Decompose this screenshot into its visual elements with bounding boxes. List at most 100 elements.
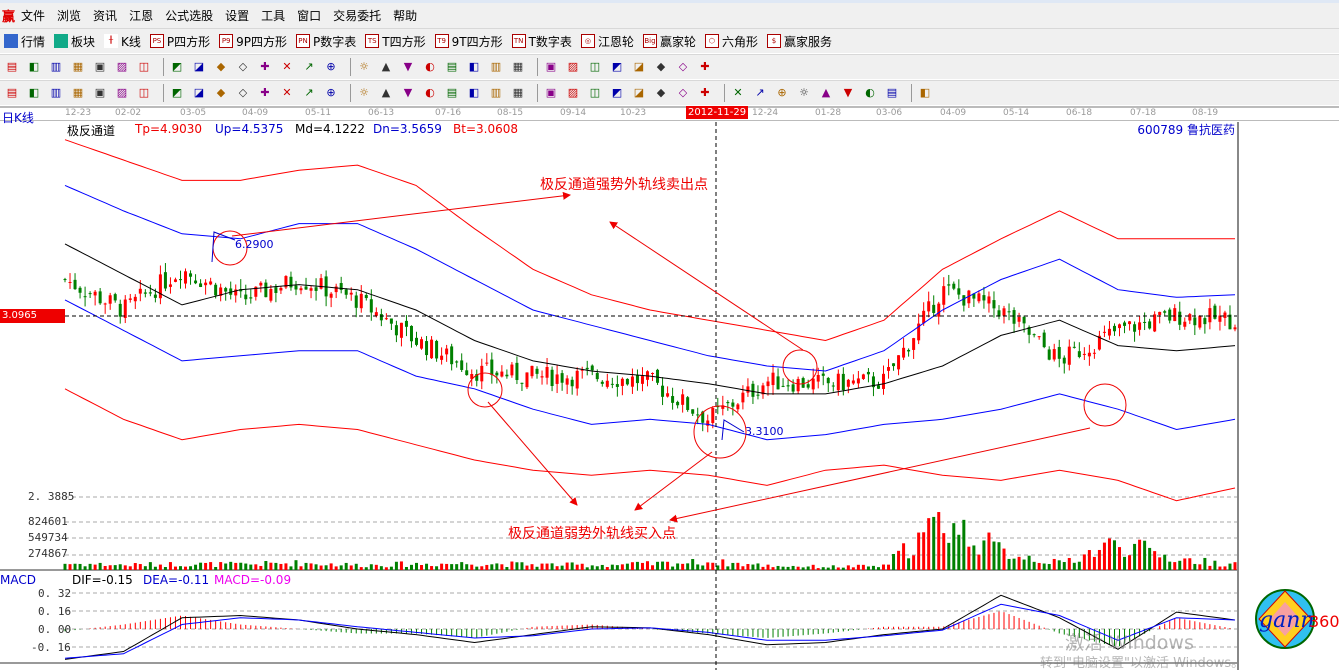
- zigzag-icon[interactable]: ▦: [512, 60, 524, 73]
- next-icon[interactable]: ✚: [260, 60, 270, 73]
- slash-icon[interactable]: ◪: [633, 86, 645, 99]
- grid-2-icon[interactable]: ▦: [72, 86, 84, 99]
- first-icon[interactable]: ◇: [238, 60, 248, 73]
- diamond-5-icon[interactable]: ◐: [425, 60, 435, 73]
- fib-2-icon[interactable]: ☼: [799, 86, 809, 99]
- menu-item[interactable]: 帮助: [393, 9, 418, 23]
- fib-4-icon[interactable]: ▼: [843, 86, 853, 99]
- grid-9-icon[interactable]: ◫: [589, 86, 601, 99]
- volume-bar: [590, 565, 594, 570]
- grid-4-icon[interactable]: ▨: [116, 86, 128, 99]
- grid-8-icon[interactable]: ▤: [446, 86, 458, 99]
- globe-icon[interactable]: ▨: [567, 60, 579, 73]
- toolbar-button-big-wheel[interactable]: Big 赢家轮: [642, 33, 696, 50]
- toolbar-button-p9[interactable]: P9 9P四方形: [219, 33, 287, 50]
- arc-icon[interactable]: ✕: [282, 86, 292, 99]
- menu-item[interactable]: 浏览: [57, 9, 82, 23]
- menu-item[interactable]: 公式选股: [165, 9, 214, 23]
- toolbar-button-ts[interactable]: TS T四方形: [365, 33, 426, 50]
- no-icon[interactable]: ◪: [193, 60, 205, 73]
- chart-type-icon[interactable]: ▤: [6, 60, 18, 73]
- fan-icon[interactable]: ◆: [216, 86, 226, 99]
- grid-5-icon[interactable]: ◫: [138, 86, 150, 99]
- box-icon[interactable]: ▼: [403, 86, 413, 99]
- fib-3-icon[interactable]: ▲: [821, 86, 831, 99]
- diamond-6-icon[interactable]: ▤: [446, 60, 458, 73]
- triangle-icon[interactable]: ↗: [755, 86, 765, 99]
- fib-6-icon[interactable]: ▤: [886, 86, 898, 99]
- flag-icon[interactable]: ◆: [216, 60, 226, 73]
- doc-icon[interactable]: ▦: [72, 60, 84, 73]
- calendar-icon[interactable]: ◫: [589, 60, 601, 73]
- scale-icon[interactable]: ◇: [238, 86, 248, 99]
- gift-icon[interactable]: ▣: [545, 60, 557, 73]
- diamond-1-icon[interactable]: ⊕: [326, 60, 336, 73]
- grid-7-icon[interactable]: ◐: [425, 86, 435, 99]
- candle-icon[interactable]: ▨: [116, 60, 128, 73]
- line-icon[interactable]: ◫: [138, 60, 150, 73]
- cross-diag-icon[interactable]: ☼: [359, 86, 369, 99]
- gann-box-icon[interactable]: ▦: [512, 86, 524, 99]
- toolbar-button-hexagon[interactable]: ⬡ 六角形: [704, 33, 758, 50]
- menu-arrow-icon[interactable]: ◧: [28, 60, 40, 73]
- star-icon[interactable]: ⊕: [326, 86, 336, 99]
- diamond-2-icon[interactable]: ☼: [359, 60, 369, 73]
- menu-item[interactable]: 窗口: [297, 9, 322, 23]
- grid-3-icon[interactable]: ▣: [94, 86, 106, 99]
- play-icon[interactable]: ↗: [304, 60, 314, 73]
- calculator-icon[interactable]: ◩: [611, 60, 623, 73]
- coin-icon[interactable]: ✚: [700, 86, 710, 99]
- bracket-icon[interactable]: ◧: [468, 86, 480, 99]
- menu-item[interactable]: 文件: [21, 9, 46, 23]
- pencil-icon[interactable]: ▤: [6, 86, 18, 99]
- menu-item[interactable]: 交易委托: [333, 9, 382, 23]
- toolbar-button-blocks[interactable]: 板块: [54, 33, 95, 50]
- print-icon[interactable]: ◇: [678, 60, 688, 73]
- window-icon[interactable]: ◪: [633, 60, 645, 73]
- bars-icon[interactable]: ▣: [94, 60, 106, 73]
- volume-bar: [460, 562, 464, 570]
- menu-item[interactable]: 资讯: [93, 9, 118, 23]
- parallel-icon[interactable]: ▣: [545, 86, 557, 99]
- toolbar-button-ps[interactable]: PS P四方形: [149, 33, 210, 50]
- circle-icon[interactable]: ✕: [733, 86, 743, 99]
- export-icon[interactable]: ✚: [700, 60, 710, 73]
- grid-10-icon[interactable]: ◩: [611, 86, 623, 99]
- toolbar-button-pn[interactable]: PN P数字表: [296, 33, 356, 50]
- fib-7-icon[interactable]: ◧: [919, 86, 931, 99]
- zero-icon[interactable]: ◩: [171, 60, 183, 73]
- toolbar-button-candlestick[interactable]: ╫ K线: [104, 33, 141, 50]
- menu-item[interactable]: 工具: [261, 9, 286, 23]
- toolbar-button-gann-wheel[interactable]: ◎ 江恩轮: [580, 33, 634, 50]
- comb-icon[interactable]: ✚: [260, 86, 270, 99]
- fan-lines-icon[interactable]: ▥: [490, 86, 502, 99]
- table-2-icon[interactable]: ◆: [656, 86, 666, 99]
- toolbar-button-table[interactable]: 行情: [4, 33, 45, 50]
- prev-icon[interactable]: ✕: [282, 60, 292, 73]
- screen-icon[interactable]: ▥: [50, 60, 62, 73]
- volume-bar: [645, 561, 649, 570]
- grid-1-icon[interactable]: ▥: [50, 86, 62, 99]
- diamond-4-icon[interactable]: ▼: [403, 60, 413, 73]
- toolbar-button-t9[interactable]: T9 9T四方形: [434, 33, 503, 50]
- toolbar-button-dollar[interactable]: $ 赢家服务: [766, 33, 832, 50]
- hash-icon[interactable]: ◧: [28, 86, 40, 99]
- period-label[interactable]: 日K线: [2, 111, 34, 125]
- menu-item[interactable]: 江恩: [129, 9, 154, 23]
- zigzag-2-icon[interactable]: ▨: [567, 86, 579, 99]
- menu-item[interactable]: 设置: [225, 9, 250, 23]
- hand-icon[interactable]: ◧: [468, 60, 480, 73]
- percent-icon[interactable]: ◇: [678, 86, 688, 99]
- toolbar-button-tn[interactable]: TN T数字表: [511, 33, 572, 50]
- fib-icon[interactable]: ⊕: [777, 86, 787, 99]
- angle-icon[interactable]: ▲: [381, 86, 391, 99]
- grid-6-icon[interactable]: ◩: [171, 86, 183, 99]
- save-icon[interactable]: ◆: [656, 60, 666, 73]
- diamond-3-icon[interactable]: ▲: [381, 60, 391, 73]
- cross-icon[interactable]: ▥: [490, 60, 502, 73]
- fib-5-icon[interactable]: ◐: [865, 86, 875, 99]
- circle-grid-icon[interactable]: ◪: [193, 86, 205, 99]
- target-icon[interactable]: ↗: [304, 86, 314, 99]
- up-value: Up=4.5375: [215, 122, 284, 136]
